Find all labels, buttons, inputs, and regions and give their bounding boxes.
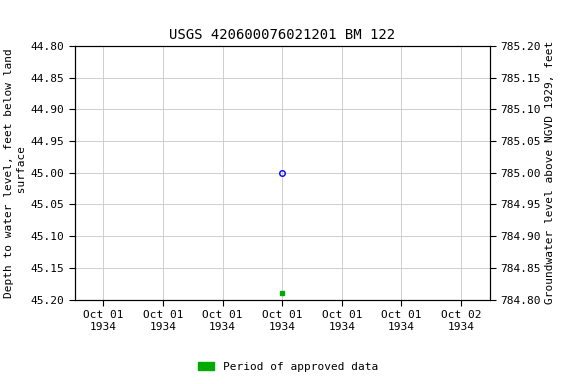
Title: USGS 420600076021201 BM 122: USGS 420600076021201 BM 122 <box>169 28 395 42</box>
Y-axis label: Groundwater level above NGVD 1929, feet: Groundwater level above NGVD 1929, feet <box>545 41 555 305</box>
Y-axis label: Depth to water level, feet below land
 surface: Depth to water level, feet below land su… <box>4 48 26 298</box>
Legend: Period of approved data: Period of approved data <box>193 358 383 377</box>
